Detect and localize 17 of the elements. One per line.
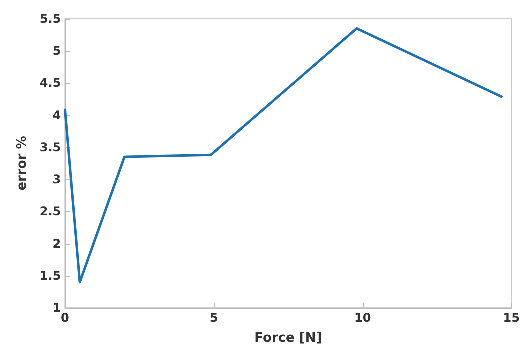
x-tick-label: 0	[60, 311, 70, 325]
y-tick-label: 2	[52, 236, 62, 251]
x-tick-label: 10	[354, 311, 372, 325]
x-tick-label: 5	[210, 311, 218, 325]
y-axis-title: error %	[15, 136, 30, 191]
x-tick-label: 15	[503, 311, 520, 325]
y-tick-label: 3.5	[40, 140, 62, 154]
y-tick-label: 3	[52, 172, 62, 187]
x-axis-title: Force [N]	[254, 331, 322, 346]
y-tick-label: 5.5	[40, 12, 62, 26]
y-tick-label: 4.5	[40, 76, 62, 90]
y-tick-label: 4	[52, 108, 62, 122]
y-tick-label: 1	[52, 301, 62, 315]
line-series	[64, 27, 504, 284]
y-tick-label: 2.5	[40, 204, 62, 219]
y-tick-label: 5	[52, 44, 62, 58]
y-tick-label: 1.5	[40, 268, 62, 283]
